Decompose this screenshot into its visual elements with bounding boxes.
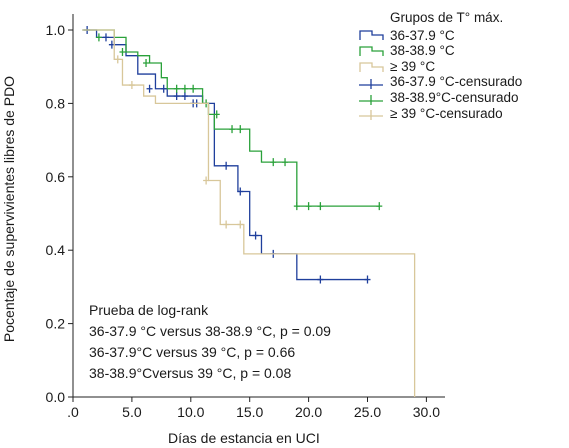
- y-tick-label: 0.4: [46, 242, 66, 258]
- censor-mark: [237, 125, 244, 134]
- censor-mark: [364, 275, 371, 284]
- km-step-line: [82, 29, 368, 281]
- censor-mark: [173, 84, 180, 93]
- legend-entry: 36-37.9 °C-censurado: [356, 74, 522, 90]
- legend-label: ≥ 39 °C-censurado: [390, 105, 503, 121]
- censor-mark: [237, 220, 244, 229]
- censor-mark: [160, 84, 167, 93]
- censor-mark: [119, 48, 126, 57]
- legend-entry: 36-37.9 °C: [356, 28, 522, 44]
- legend-symbol: [359, 79, 383, 90]
- legend-title: Grupos de T° máx.: [390, 10, 504, 25]
- censor-mark: [143, 59, 150, 68]
- legend-label: 38-38.9 °C: [390, 43, 455, 59]
- annotation-line: Prueba de log-rank: [89, 302, 209, 318]
- censor-mark: [293, 202, 300, 211]
- x-axis-label: Días de estancia en UCI: [168, 430, 320, 446]
- y-axis-label: Pocentaje de supervivientes libres de PD…: [1, 75, 17, 343]
- legend-symbol: [359, 110, 383, 121]
- legend-entry: 38-38.9°C-censurado: [356, 90, 522, 106]
- legend-entry: ≥ 39 °C-censurado: [356, 106, 522, 122]
- legend-symbol: [359, 94, 383, 105]
- censor-mark: [223, 220, 230, 229]
- censor-mark: [114, 55, 121, 64]
- x-tick-label: .0: [67, 404, 79, 420]
- censor-mark: [376, 202, 383, 211]
- censor-mark-icon: [359, 94, 383, 105]
- censor-mark: [270, 158, 277, 167]
- y-tick-label: 0.2: [46, 316, 66, 332]
- chart-series: [82, 26, 416, 397]
- x-tick-label: 30.0: [413, 404, 440, 420]
- censor-mark-icon: [359, 79, 383, 90]
- legend-entries: 36-37.9 °C 38-38.9 °C ≥ 39 °C 36-37.9 °C-ce…: [356, 28, 522, 122]
- censor-mark: [252, 231, 259, 240]
- legend: Grupos de T° máx. 36-37.9 °C 38-38.9 °C ≥ …: [356, 10, 522, 121]
- censor-mark: [146, 84, 153, 93]
- legend-label: 36-37.9 °C-censurado: [390, 74, 523, 90]
- censor-mark: [102, 33, 109, 42]
- censor-mark-icon: [359, 110, 383, 121]
- legend-symbol: [359, 46, 384, 56]
- legend-label: 38-38.9°C-censurado: [390, 89, 519, 105]
- x-tick-label: 5.0: [122, 404, 142, 420]
- annotation-line: 36-37.9°C versus 39 °C, p = 0.66: [89, 344, 296, 360]
- legend-symbol: [359, 61, 384, 72]
- x-tick-label: 25.0: [354, 404, 381, 420]
- censor-mark: [317, 202, 324, 211]
- x-tick-label: 20.0: [295, 404, 322, 420]
- censor-mark: [282, 158, 289, 167]
- step-line-icon: [359, 46, 384, 56]
- km-step-line: [82, 29, 380, 207]
- step-line-icon: [359, 30, 384, 41]
- censor-mark: [181, 92, 188, 101]
- y-tick-label: 0.8: [46, 95, 66, 111]
- annotation-line: 36-37.9 °C versus 38-38.9 °C, p = 0.09: [89, 323, 331, 339]
- censor-mark: [237, 187, 244, 196]
- censor-mark: [190, 84, 197, 93]
- x-tick-label: 15.0: [236, 404, 263, 420]
- censor-mark: [317, 275, 324, 284]
- censor-mark: [229, 125, 236, 134]
- legend-label: 36-37.9 °C: [390, 27, 455, 43]
- censor-mark: [181, 84, 188, 93]
- legend-entry: ≥ 39 °C: [356, 59, 522, 75]
- annotation-line: 38-38.9°Cversus 39 °C, p = 0.08: [89, 365, 292, 381]
- censor-mark: [95, 33, 102, 42]
- x-tick-label: 10.0: [177, 404, 204, 420]
- legend-entry: 38-38.9 °C: [356, 43, 522, 59]
- legend-label: ≥ 39 °C: [390, 58, 436, 74]
- y-tick-label: 1.0: [46, 22, 66, 38]
- y-tick-label: 0.6: [46, 169, 66, 185]
- y-tick-label: 0.0: [46, 389, 66, 405]
- censor-mark: [203, 176, 210, 185]
- censor-mark: [305, 202, 312, 211]
- legend-symbol: [359, 30, 384, 41]
- logrank-annotation: Prueba de log-rank 36-37.9 °C versus 38-…: [89, 300, 331, 384]
- censor-mark: [128, 81, 135, 90]
- step-line-icon: [359, 61, 384, 72]
- chart-axes: .0 5.0 10.0 15.0 20.0 25.0 30.0 0.0 0.2 0.4 0.6 0.8…: [46, 14, 445, 420]
- censor-mark: [223, 161, 230, 170]
- censor-mark: [213, 110, 220, 119]
- censor-mark: [173, 92, 180, 101]
